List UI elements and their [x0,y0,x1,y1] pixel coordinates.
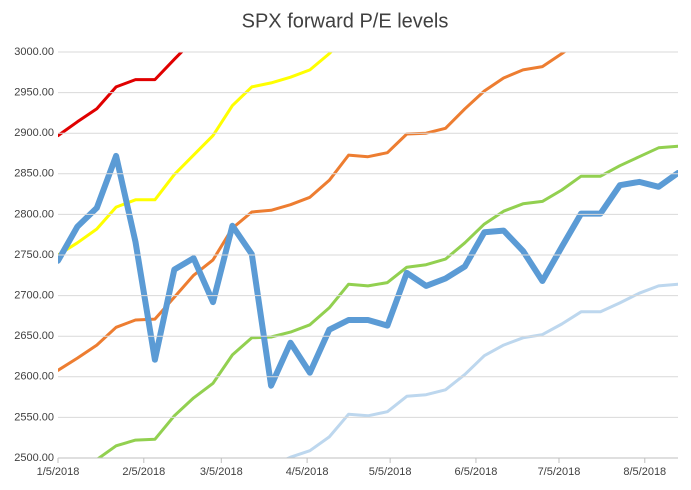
y-tick-label: 2700.00 [14,290,54,302]
y-tick-label: 2950.00 [14,87,54,99]
series-line [58,52,333,257]
y-tick-label: 2500.00 [14,452,54,464]
series-line [58,52,184,138]
series-line [58,152,678,389]
y-tick-label: 2650.00 [14,330,54,342]
y-tick-label: 2850.00 [14,168,54,180]
chart-title: SPX forward P/E levels [242,10,449,32]
x-tick-label: 3/5/2018 [200,466,243,478]
y-tick-label: 2550.00 [14,411,54,423]
series-line [58,52,567,372]
series-line [96,144,678,458]
x-tick-label: 2/5/2018 [122,466,165,478]
y-tick-label: 2800.00 [14,208,54,220]
x-tick-label: 4/5/2018 [286,466,329,478]
x-tick-label: 5/5/2018 [369,466,412,478]
plot-area [58,52,678,458]
series-line [285,282,678,458]
y-tick-label: 3000.00 [14,46,54,58]
x-tick-label: 1/5/2018 [37,466,80,478]
x-tick-label: 6/5/2018 [455,466,498,478]
y-tick-label: 2600.00 [14,371,54,383]
y-tick-label: 2750.00 [14,249,54,261]
y-tick-label: 2900.00 [14,127,54,139]
x-tick-label: 8/5/2018 [623,466,666,478]
x-tick-label: 7/5/2018 [538,466,581,478]
